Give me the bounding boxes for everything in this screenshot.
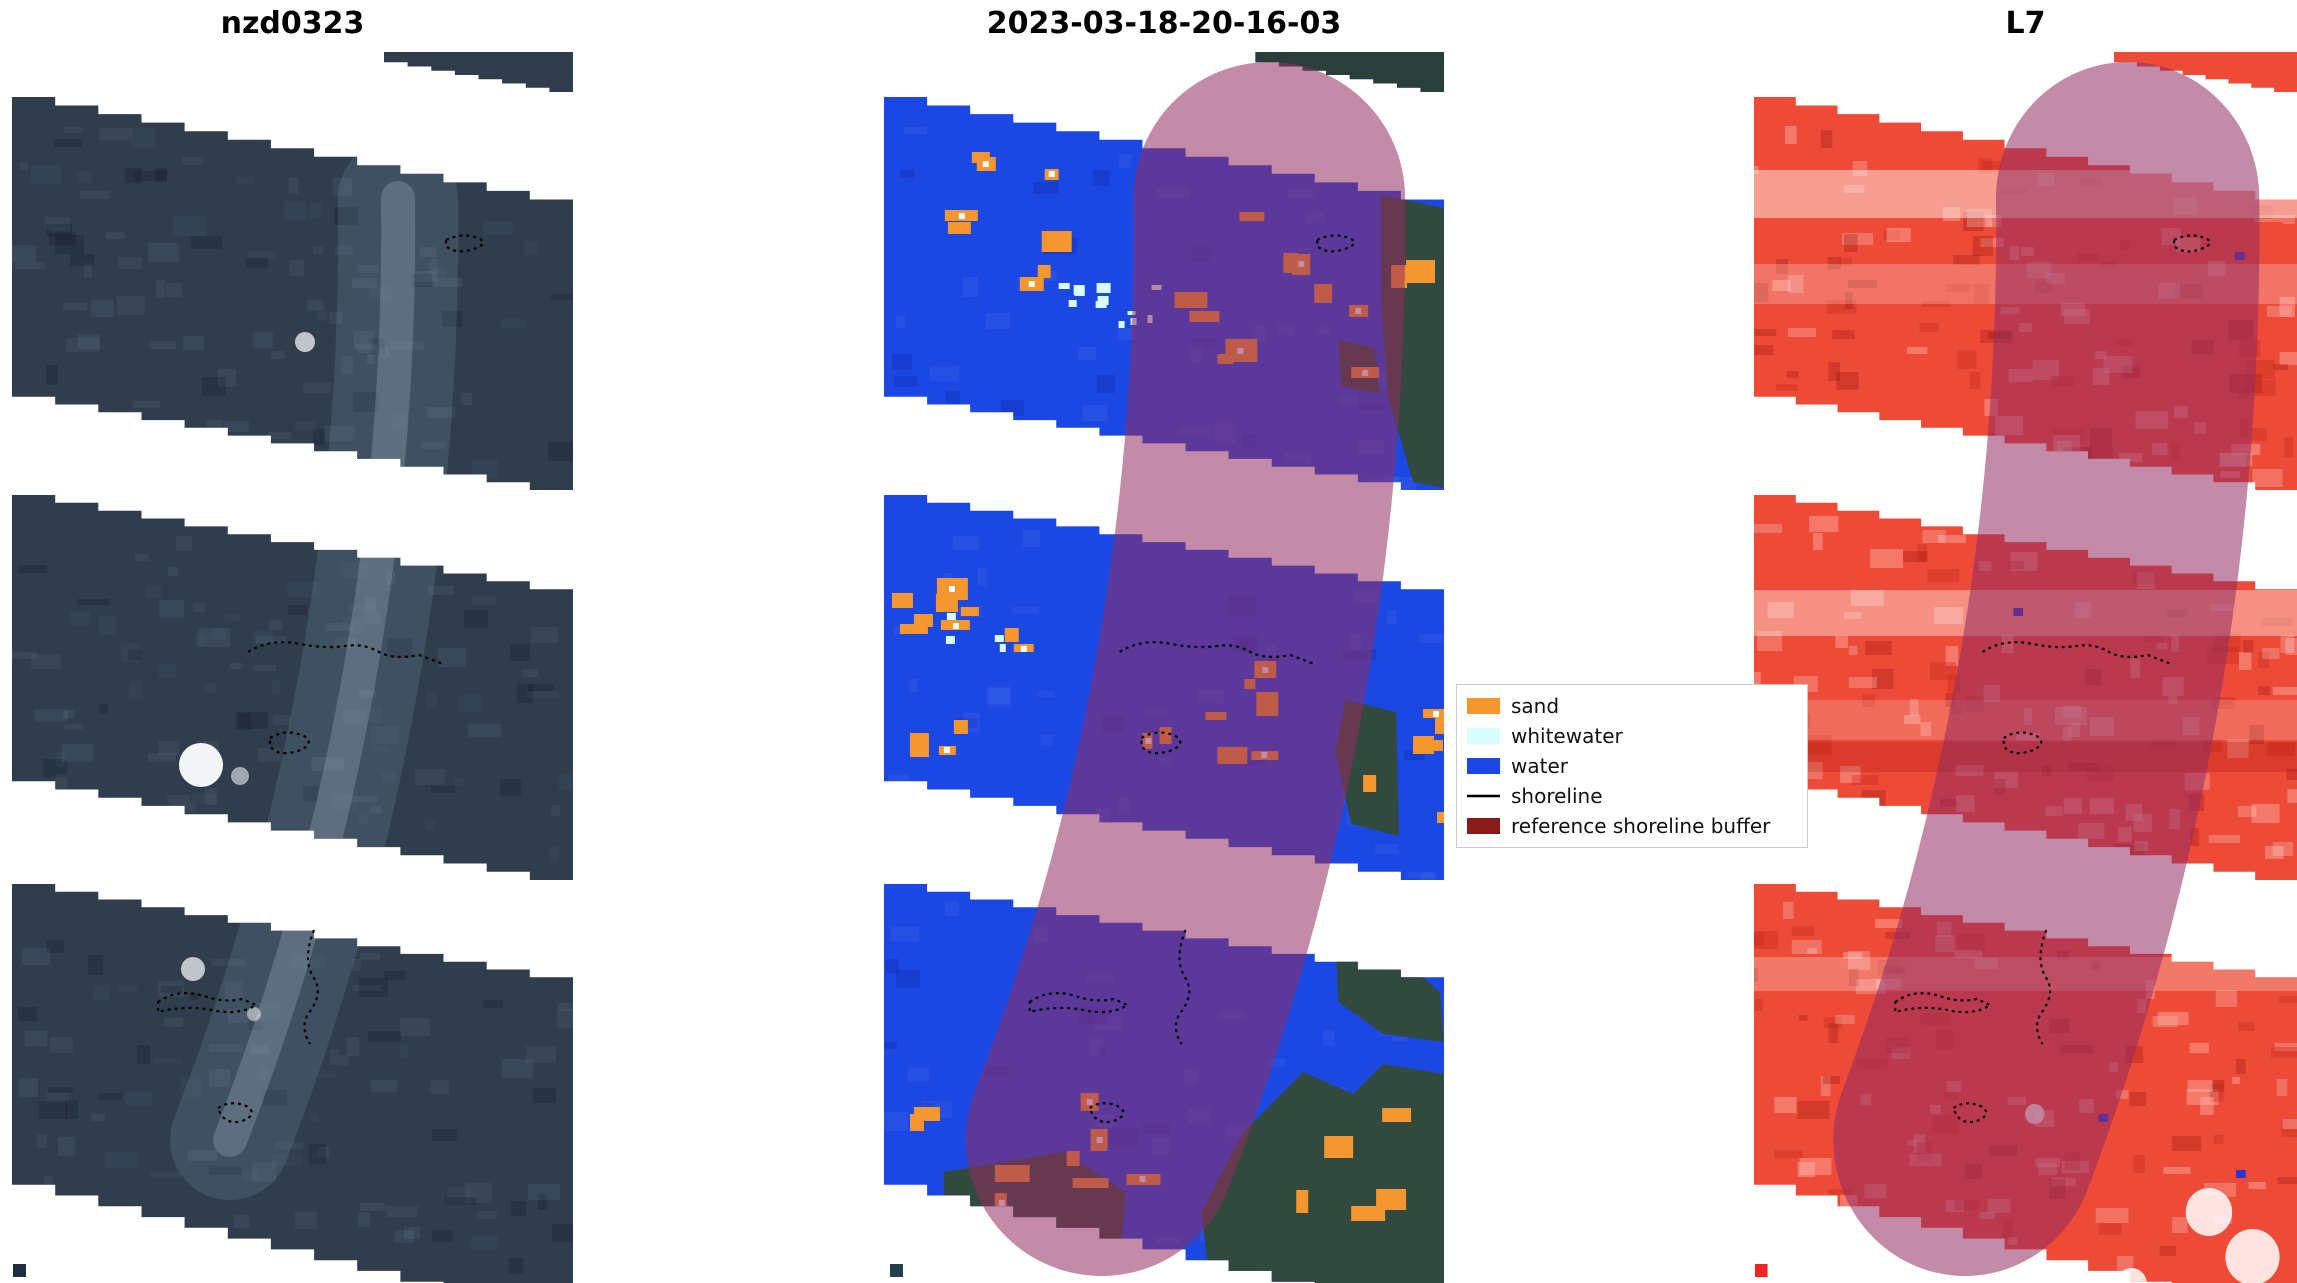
infrared-l7-image	[1754, 52, 2297, 1283]
whitewater-swatch-icon	[1467, 728, 1500, 744]
legend-label-whitewater: whitewater	[1511, 724, 1623, 748]
reference-buffer-swatch-icon	[1467, 818, 1500, 834]
panel-title-l7: L7	[2005, 6, 2046, 41]
shoreline-line-icon	[1467, 794, 1500, 798]
legend-item-sand: sand	[1467, 691, 1797, 721]
legend-label-water: water	[1511, 754, 1568, 778]
water-swatch-icon	[1467, 758, 1500, 774]
legend-label-reference-buffer: reference shoreline buffer	[1511, 814, 1771, 838]
legend-label-shoreline: shoreline	[1511, 784, 1603, 808]
legend: sand whitewater water shoreline referenc…	[1456, 684, 1808, 848]
classification-map	[884, 52, 1444, 1283]
legend-label-sand: sand	[1511, 694, 1560, 718]
legend-item-reference-shoreline-buffer: reference shoreline buffer	[1467, 811, 1797, 841]
legend-item-whitewater: whitewater	[1467, 721, 1797, 751]
true-color-satellite-image	[12, 52, 573, 1283]
panel-title-nzd0323: nzd0323	[220, 6, 365, 41]
sand-swatch-icon	[1467, 698, 1500, 714]
legend-item-water: water	[1467, 751, 1797, 781]
legend-item-shoreline: shoreline	[1467, 781, 1797, 811]
panel-title-date: 2023-03-18-20-16-03	[986, 6, 1342, 41]
